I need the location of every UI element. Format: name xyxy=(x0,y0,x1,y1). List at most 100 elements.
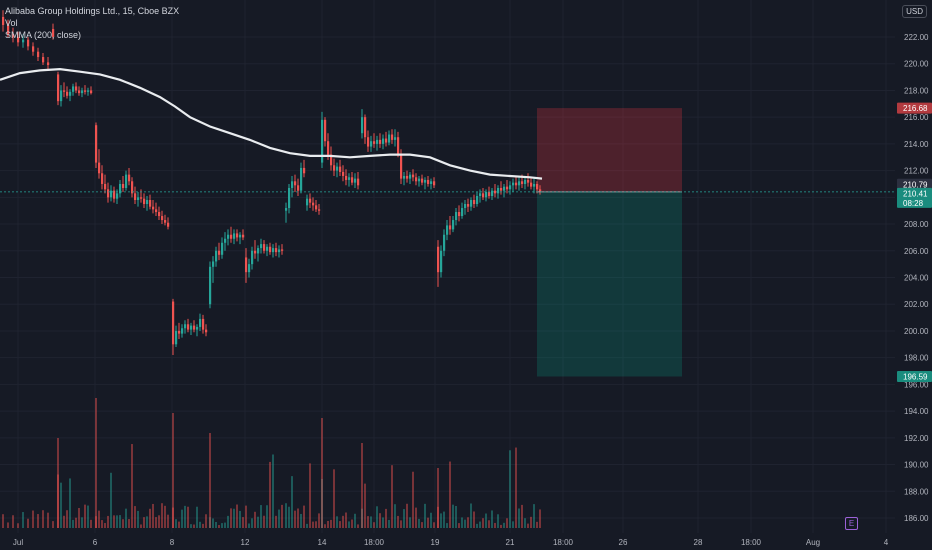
volume-bar xyxy=(72,519,74,528)
y-tick-label: 194.00 xyxy=(904,407,929,416)
x-tick-label: 18:00 xyxy=(741,538,762,547)
volume-bar xyxy=(479,521,481,528)
x-tick-label: 26 xyxy=(619,538,628,547)
candle-body xyxy=(357,178,360,186)
volume-bar xyxy=(403,509,405,528)
volume-bar xyxy=(370,516,372,528)
volume-bar xyxy=(533,504,535,528)
candle-body xyxy=(348,177,351,180)
candle-body xyxy=(424,179,427,183)
volume-bar xyxy=(251,518,253,528)
candle-body xyxy=(110,190,113,198)
candle-body xyxy=(90,90,93,94)
price-tag-label: 196.59 xyxy=(903,373,928,382)
volume-bar xyxy=(315,521,317,528)
candle-body xyxy=(385,138,388,143)
volume-bar xyxy=(437,468,439,528)
legend-symbol[interactable]: Alibaba Group Holdings Ltd., 15, Cboe BZ… xyxy=(5,6,180,16)
candle-body xyxy=(509,185,512,190)
candle-body xyxy=(318,209,321,211)
y-tick-label: 220.00 xyxy=(904,60,929,69)
volume-bar xyxy=(367,516,369,528)
y-tick-label: 186.00 xyxy=(904,514,929,523)
price-tag-label: 216.68 xyxy=(903,104,928,113)
volume-bar xyxy=(494,522,496,528)
legend-indicator[interactable]: SMMA (200, close) xyxy=(5,30,82,40)
volume-bar xyxy=(452,504,454,528)
candle-body xyxy=(345,175,348,180)
position-zones[interactable] xyxy=(537,108,682,377)
smma-line[interactable] xyxy=(0,67,543,180)
candle-body xyxy=(7,24,10,35)
candle-body xyxy=(187,324,190,330)
volume-bar xyxy=(140,524,142,528)
volume-bar xyxy=(155,517,157,528)
candle-body xyxy=(104,183,107,190)
y-tick-label: 198.00 xyxy=(904,354,929,363)
volume-bar xyxy=(297,508,299,528)
currency-button[interactable]: USD xyxy=(902,5,927,18)
candle-body xyxy=(315,205,318,210)
candle-body xyxy=(131,181,134,194)
candle-body xyxy=(403,175,406,179)
candle-body xyxy=(254,250,257,254)
volume-bar xyxy=(149,508,151,528)
volume-bar xyxy=(66,510,68,528)
volume-bar xyxy=(209,433,211,528)
y-tick-label: 204.00 xyxy=(904,274,929,283)
price-tag-last: 210.79 xyxy=(897,178,932,190)
y-tick-label: 196.00 xyxy=(904,380,929,389)
volume-bar xyxy=(22,512,24,528)
candle-body xyxy=(539,189,542,192)
volume-bar xyxy=(509,450,511,528)
volume-bar xyxy=(321,418,323,528)
x-tick-label: 18:00 xyxy=(553,538,574,547)
x-tick-label: 18:00 xyxy=(364,538,385,547)
volume-bar xyxy=(239,510,241,528)
candle-body xyxy=(324,119,327,142)
volume-bar xyxy=(98,510,100,528)
volume-bar xyxy=(178,521,180,528)
volume-bar xyxy=(152,503,154,528)
candle-body xyxy=(181,328,184,334)
candle-body xyxy=(202,318,205,330)
take-profit-zone[interactable] xyxy=(537,191,682,377)
volume-bar xyxy=(75,517,77,528)
candle-body xyxy=(281,249,284,251)
volume-bar xyxy=(524,518,526,528)
candle-body xyxy=(57,74,60,102)
candle-body xyxy=(494,190,497,194)
volume-bar xyxy=(394,504,396,528)
candle-body xyxy=(452,220,455,230)
candle-body xyxy=(63,90,66,92)
candle-body xyxy=(336,166,339,171)
y-tick-label: 192.00 xyxy=(904,434,929,443)
candle-body xyxy=(524,179,527,184)
candle-body xyxy=(461,208,464,217)
candle-body xyxy=(196,326,199,330)
volume-bar xyxy=(37,514,39,528)
candle-body xyxy=(60,90,63,102)
candle-body xyxy=(175,330,178,345)
candle-body xyxy=(137,197,140,201)
candle-body xyxy=(161,216,164,221)
candle-body xyxy=(470,200,473,207)
volume-bar xyxy=(248,523,250,528)
candle-body xyxy=(116,193,119,199)
y-tick-label: 216.00 xyxy=(904,113,929,122)
earnings-icon[interactable]: E xyxy=(845,517,858,530)
time-axis[interactable]: Jul 6 8 12 14 18:00 19 21 18:00 26 28 18:00 Aug 4 xyxy=(13,538,889,547)
x-tick-label: 14 xyxy=(318,538,327,547)
x-tick-label: 21 xyxy=(506,538,515,547)
candle-body xyxy=(382,138,385,144)
candle-body xyxy=(321,119,324,163)
x-tick-label: Jul xyxy=(13,538,23,547)
stop-loss-zone[interactable] xyxy=(537,108,682,192)
candle-body xyxy=(12,34,15,37)
volume-bar xyxy=(17,523,19,528)
volume-bar xyxy=(521,504,523,528)
volume-bar xyxy=(134,506,136,528)
legend-volume[interactable]: Vol xyxy=(5,18,18,28)
y-tick-label: 190.00 xyxy=(904,461,929,470)
